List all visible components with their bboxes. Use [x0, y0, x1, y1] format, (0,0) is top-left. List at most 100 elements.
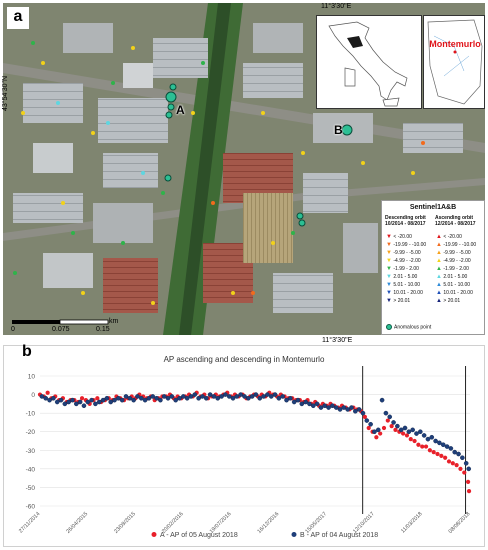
data-point [299, 401, 305, 407]
data-point [314, 401, 320, 407]
data-point [280, 394, 286, 399]
data-point [242, 394, 247, 399]
data-point [116, 395, 121, 401]
triangle-up-icon: ▲ [436, 266, 442, 272]
data-point [406, 429, 412, 435]
data-point [257, 395, 263, 401]
data-point [410, 427, 415, 433]
data-point [444, 444, 450, 449]
data-point [372, 429, 377, 435]
data-point [108, 399, 114, 405]
data-point [433, 438, 438, 444]
ascending-class-2: ▲ -9.99 - -5.00 [436, 250, 476, 258]
data-point [418, 429, 423, 435]
triangle-up-icon: ▲ [436, 282, 442, 288]
data-point [337, 407, 343, 412]
descending-class-label: -19.99 - -10.00 [392, 242, 427, 248]
ascending-class-7: ▲ 10.01 - 20.00 [436, 290, 476, 298]
y-tick-label: -60 [26, 504, 36, 511]
data-point [385, 418, 390, 423]
x-tick-label: 16/12/2016 [257, 511, 281, 535]
triangle-up-icon: ▲ [436, 250, 442, 256]
chart-legend: A - AP of 05 August 2018 B - AP of 04 Aug… [151, 532, 378, 539]
data-point [138, 395, 144, 401]
data-point [462, 470, 467, 475]
data-point [454, 463, 459, 468]
x-tick-label: 26/04/2015 [65, 511, 89, 535]
data-point [366, 425, 371, 431]
data-point [89, 397, 94, 403]
data-point [437, 440, 442, 446]
data-point [203, 395, 209, 401]
legend-descending-heading: Descending orbit 10/2014 - 08/2017 [385, 215, 426, 227]
descending-class-4: ▼ -1.99 - 2.00 [386, 266, 426, 274]
ascending-class-label: 5.01 - 10.00 [442, 282, 471, 288]
data-point [234, 394, 240, 399]
descending-class-6: ▼ 5.01 - 10.00 [386, 282, 426, 290]
data-point [47, 397, 52, 403]
data-point [341, 405, 347, 410]
triangle-down-icon: ▼ [386, 234, 392, 240]
data-point [443, 455, 448, 460]
data-point [322, 403, 328, 409]
data-point [440, 442, 446, 448]
data-point [192, 392, 198, 397]
data-point [265, 392, 270, 397]
legend-label: B - AP of 04 August 2018 [300, 532, 378, 539]
data-point [450, 461, 455, 466]
ascending-class-label: 10.01 - 20.00 [442, 290, 473, 296]
data-point [181, 394, 186, 399]
ascending-class-8: ▲ > 20.01 [436, 298, 476, 306]
data-point [360, 410, 366, 416]
data-point [238, 392, 243, 397]
ascending-class-label: -9.99 - -5.00 [442, 250, 471, 256]
data-point [43, 395, 49, 401]
data-point [249, 394, 255, 399]
legend-ascending-list: ▲ < -20.00 ▲ -19.99 - -10.00 ▲ -9.99 - -5.… [436, 234, 476, 306]
chart-panel-letter: b [22, 343, 32, 360]
chart-vertical-markers [362, 366, 467, 514]
data-point [381, 425, 387, 431]
data-point [219, 394, 224, 399]
chart-y-ticks: 10 0 -10 -20 -30 -40 -50 -60 [26, 374, 36, 511]
triangle-down-icon: ▼ [386, 242, 392, 248]
data-point [54, 399, 60, 405]
series-b [39, 392, 472, 472]
data-point [421, 433, 427, 438]
data-point [211, 394, 217, 399]
descending-class-label: > 20.01 [392, 298, 411, 304]
data-point [391, 420, 396, 425]
data-point [310, 403, 316, 409]
data-point [402, 425, 408, 431]
descending-class-label: 2.01 - 5.00 [392, 274, 418, 280]
data-point [39, 394, 45, 399]
data-point [362, 414, 367, 419]
data-point [303, 399, 308, 405]
map-panel: a 11°3'30"E 11°3'30"E 43°54'30"N A B Mon… [2, 3, 485, 344]
legend-anomalous-label: Anomalous point [394, 324, 432, 331]
bottom-longitude-label: 11°3'30"E [322, 337, 353, 344]
y-tick-label: -50 [26, 485, 36, 492]
ascending-class-3: ▲ -4.99 - -2.00 [436, 258, 476, 266]
data-point [295, 397, 301, 403]
anomalous-point-icon [386, 324, 392, 330]
triangle-down-icon: ▼ [386, 258, 392, 264]
y-tick-label: 0 [31, 392, 35, 399]
y-tick-label: -10 [26, 411, 36, 418]
data-point [154, 395, 159, 401]
data-point [158, 397, 163, 403]
data-point [66, 399, 71, 405]
data-point [448, 446, 454, 451]
descending-class-label: -9.99 - -5.00 [392, 250, 421, 256]
chart-svg: AP ascending and descending in Montemurl… [18, 355, 472, 539]
descending-class-label: < -20.00 [392, 234, 412, 240]
descending-class-label: 5.01 - 10.00 [392, 282, 421, 288]
data-point [127, 395, 133, 401]
ascending-class-1: ▲ -19.99 - -10.00 [436, 242, 476, 250]
data-point [79, 396, 85, 401]
data-point [318, 405, 324, 410]
data-point [51, 395, 56, 401]
data-point [215, 395, 221, 401]
data-point [261, 394, 266, 399]
ps-points-orange [211, 141, 425, 295]
